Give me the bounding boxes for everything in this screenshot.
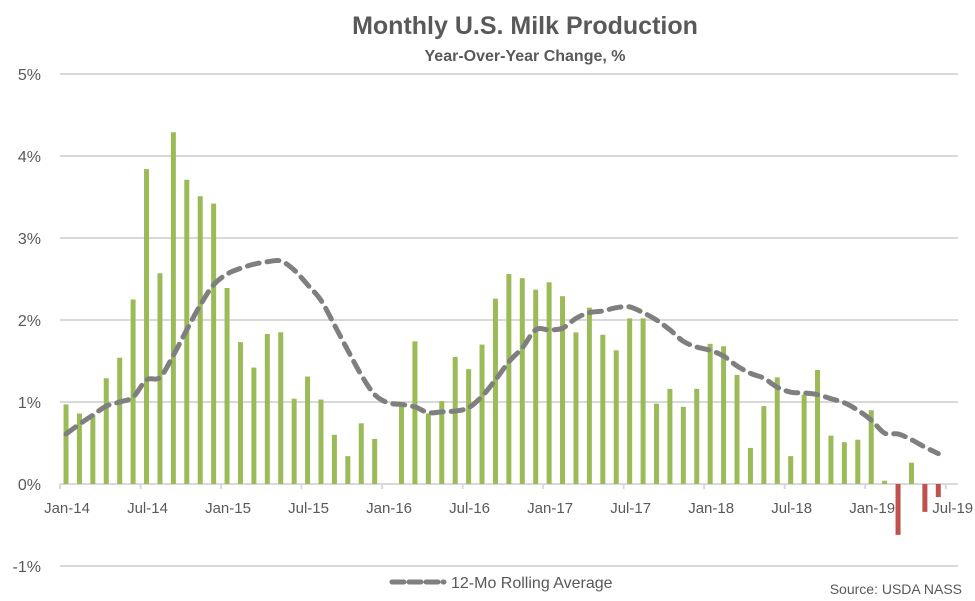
- bar: [237, 342, 243, 484]
- x-tick-label: Jan-17: [527, 500, 573, 517]
- bar: [479, 344, 485, 484]
- bars: [63, 132, 941, 535]
- bar: [560, 296, 566, 484]
- bar: [546, 282, 552, 484]
- bar: [573, 332, 579, 484]
- bar: [264, 333, 270, 484]
- bar: [640, 318, 646, 484]
- bar: [694, 388, 700, 484]
- bar: [506, 274, 512, 484]
- legend: 12-Mo Rolling Average: [389, 575, 613, 592]
- bar: [90, 415, 96, 484]
- bar: [600, 334, 606, 484]
- bar: [895, 484, 901, 535]
- x-tick-label: Jul-15: [288, 500, 329, 517]
- bar: [667, 388, 673, 484]
- bar: [627, 318, 633, 484]
- bar: [117, 357, 123, 484]
- x-tick-label: Jan-16: [366, 500, 412, 517]
- bar: [721, 346, 727, 484]
- bar: [788, 456, 794, 484]
- bar: [211, 203, 217, 484]
- bar: [801, 394, 807, 484]
- bar: [399, 403, 405, 484]
- bar: [452, 356, 458, 484]
- bar: [815, 370, 821, 484]
- bar: [519, 278, 525, 484]
- bar: [439, 401, 445, 484]
- bar: [358, 423, 364, 484]
- source-note: Source: USDA NASS: [830, 581, 962, 597]
- bar: [76, 413, 82, 484]
- bar: [680, 406, 686, 484]
- bar: [774, 377, 780, 484]
- bar: [466, 369, 472, 484]
- bar: [224, 288, 230, 484]
- bar: [305, 376, 311, 484]
- x-tick-label: Jan-14: [44, 500, 90, 517]
- bar: [761, 406, 767, 484]
- bar: [492, 298, 498, 484]
- bar: [653, 403, 659, 484]
- y-axis: -1% 0% 1% 2% 3% 4% 5%: [13, 67, 41, 576]
- bar: [291, 398, 297, 484]
- bar: [412, 341, 418, 484]
- x-axis: Jan-14 Jul-14 Jan-15 Jul-15 Jan-16 Jul-16 Jan-…: [44, 483, 973, 517]
- chart-subtitle: Year-Over-Year Change, %: [425, 48, 626, 65]
- bar: [908, 462, 914, 484]
- y-tick-label: 3%: [18, 231, 41, 248]
- bar: [828, 435, 834, 484]
- x-tick-label: Jul-16: [449, 500, 490, 517]
- bar: [103, 378, 109, 484]
- x-tick-label: Jan-15: [205, 500, 251, 517]
- bar: [318, 399, 324, 484]
- rolling-average-line: [63, 257, 941, 457]
- y-tick-label: 2%: [18, 313, 41, 330]
- x-tick-label: Jul-17: [610, 500, 651, 517]
- bar: [425, 413, 431, 484]
- bar: [533, 289, 539, 484]
- x-tick-label: Jan-18: [688, 500, 734, 517]
- bar: [935, 484, 941, 498]
- bar: [586, 307, 592, 484]
- bar: [613, 350, 619, 484]
- y-tick-label: 1%: [18, 395, 41, 412]
- bar: [130, 299, 136, 484]
- y-tick-label: 4%: [18, 149, 41, 166]
- bar: [278, 332, 284, 484]
- bar: [170, 132, 176, 484]
- bar: [868, 410, 874, 484]
- bar: [882, 480, 888, 484]
- bar: [855, 439, 861, 484]
- x-tick-label: Jul-18: [771, 500, 812, 517]
- bar: [841, 442, 847, 484]
- y-tick-label: 0%: [18, 477, 41, 494]
- x-tick-label: Jul-19: [932, 500, 973, 517]
- bar: [144, 169, 150, 484]
- y-tick-label: -1%: [13, 559, 41, 576]
- y-tick-label: 5%: [18, 67, 41, 84]
- x-tick-label: Jul-14: [127, 500, 168, 517]
- bar: [345, 456, 351, 484]
- bar: [747, 447, 753, 484]
- bar: [734, 374, 740, 484]
- bar: [372, 438, 378, 484]
- rolling-average-path: [63, 257, 941, 457]
- bar: [922, 484, 928, 512]
- bar: [197, 196, 203, 484]
- bar: [251, 367, 257, 484]
- x-tick-label: Jan-19: [849, 500, 895, 517]
- legend-label: 12-Mo Rolling Average: [451, 575, 613, 592]
- bar: [707, 343, 713, 484]
- chart-title: Monthly U.S. Milk Production: [352, 12, 698, 40]
- bar: [63, 404, 69, 484]
- bar: [331, 434, 337, 484]
